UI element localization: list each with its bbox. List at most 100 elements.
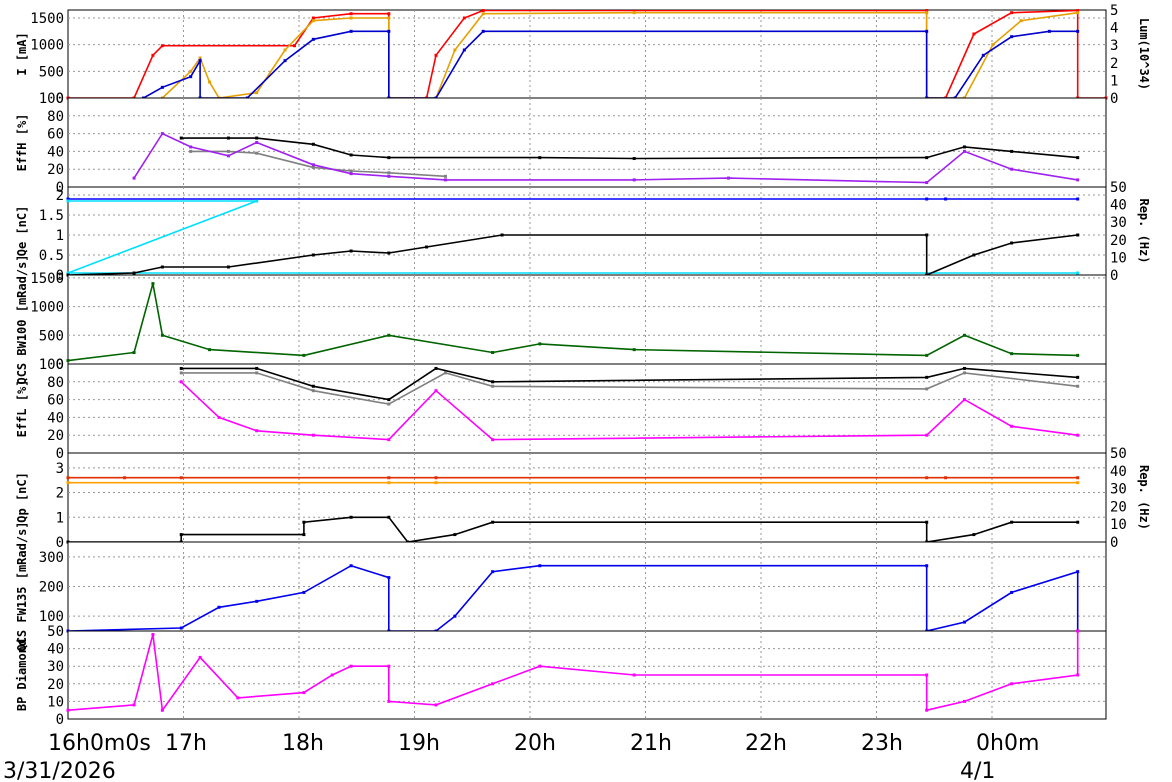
y2-tick-label: 20 (1110, 499, 1127, 515)
data-point (538, 564, 542, 568)
x-tick-label: 22h (745, 731, 787, 756)
y2-tick-label: 50 (1110, 446, 1127, 462)
data-point (962, 366, 966, 370)
data-point (1076, 570, 1080, 574)
data-point (255, 199, 259, 203)
date-label: 4/1 (960, 759, 995, 782)
series-line-1 (68, 200, 1078, 274)
data-point (132, 351, 136, 355)
data-point (1010, 682, 1014, 686)
data-point (632, 348, 636, 352)
data-point (387, 664, 391, 668)
y-tick-label: 500 (39, 328, 64, 344)
data-point (1076, 375, 1080, 379)
data-point (1010, 590, 1014, 594)
data-point (349, 564, 353, 568)
data-point (160, 44, 164, 48)
y-axis-label: Qp [nC] (15, 472, 29, 523)
data-point (1010, 241, 1014, 245)
data-point (349, 172, 353, 176)
y-tick-label: 60 (47, 393, 64, 409)
data-point (972, 32, 976, 36)
data-point (962, 371, 966, 375)
y2-tick-label: 0 (1110, 91, 1118, 107)
y2-tick-label: 30 (1110, 482, 1127, 498)
date-label: 3/31/2026 (3, 759, 116, 782)
data-point (217, 605, 221, 609)
data-point (236, 696, 240, 700)
data-point (387, 29, 391, 33)
data-point (255, 429, 259, 433)
data-point (189, 75, 193, 79)
y-axis-label: EffH [%] (15, 114, 29, 172)
series-line-0 (68, 564, 1079, 631)
y-tick-label: 40 (47, 410, 64, 426)
data-point (283, 48, 287, 52)
data-point (132, 703, 136, 707)
y2-tick-label: 4 (1110, 21, 1118, 37)
y-tick-label: 30 (47, 659, 64, 675)
series-line-0 (68, 283, 1078, 362)
data-point (66, 476, 70, 480)
data-point (481, 12, 485, 16)
data-point (311, 384, 315, 388)
data-point (387, 515, 391, 519)
x-tick-label: 23h (861, 731, 903, 756)
data-point (311, 142, 315, 146)
data-point (491, 682, 495, 686)
data-point (453, 48, 457, 52)
data-point (226, 149, 230, 153)
data-point (387, 476, 391, 480)
x-tick-label: 19h (398, 731, 440, 756)
data-point (349, 153, 353, 157)
data-point (925, 197, 929, 201)
data-point (302, 353, 306, 357)
y-tick-label: 100 (39, 91, 64, 107)
data-point (491, 351, 495, 355)
data-point (387, 171, 391, 175)
data-point (311, 253, 315, 257)
data-point (311, 165, 315, 169)
panel-frame (67, 97, 1107, 188)
data-point (462, 16, 466, 20)
data-point (925, 673, 929, 677)
data-point (944, 197, 948, 201)
y-tick-label: 1 (56, 228, 64, 244)
data-point (387, 699, 391, 703)
data-point (1076, 353, 1080, 357)
data-point (160, 333, 164, 337)
data-point (925, 353, 929, 357)
data-point (349, 169, 353, 173)
data-point (434, 366, 438, 370)
x-tick-label: 16h0m0s (48, 731, 151, 756)
data-point (1010, 149, 1014, 153)
data-point (962, 145, 966, 149)
data-point (632, 11, 636, 15)
y-tick-label: 50 (47, 624, 64, 640)
data-point (283, 59, 287, 63)
data-point (443, 178, 447, 182)
data-point (1076, 9, 1080, 13)
y2-tick-label: 10 (1110, 517, 1127, 533)
data-point (179, 533, 183, 537)
data-point (453, 533, 457, 537)
data-point (189, 69, 193, 73)
data-point (434, 476, 438, 480)
data-point (1076, 384, 1080, 388)
data-point (1047, 29, 1051, 33)
data-point (972, 253, 976, 257)
y2-tick-label: 20 (1110, 233, 1127, 249)
data-point (387, 333, 391, 337)
y2-tick-label: 0 (1110, 535, 1118, 551)
y2-tick-label: 40 (1110, 464, 1127, 480)
data-point (179, 136, 183, 140)
x-tick-label: 20h (514, 731, 556, 756)
data-point (491, 520, 495, 524)
data-point (491, 438, 495, 442)
x-tick-label: 0h0m (976, 731, 1039, 756)
data-point (292, 44, 296, 48)
panel-frame (67, 274, 1107, 365)
